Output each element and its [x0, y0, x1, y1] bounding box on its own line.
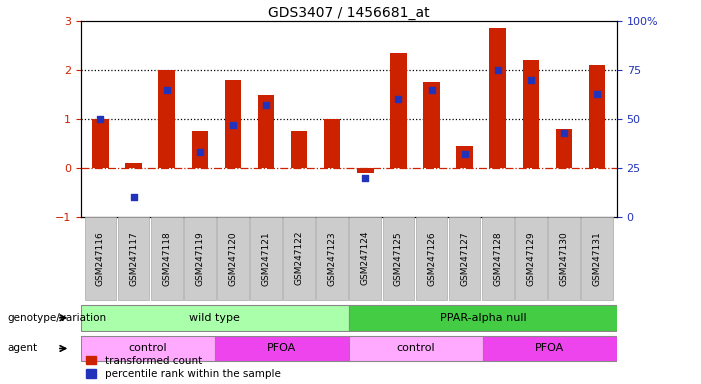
Point: [525, 77, 536, 83]
Bar: [93, 119, 109, 168]
Point: [393, 96, 404, 103]
Bar: [548, 217, 580, 300]
Bar: [456, 146, 473, 168]
Text: GSM247128: GSM247128: [494, 231, 502, 286]
Bar: [184, 217, 216, 300]
Bar: [390, 53, 407, 168]
Bar: [85, 217, 116, 300]
Text: GSM247124: GSM247124: [361, 231, 370, 285]
Bar: [589, 65, 605, 168]
Text: GSM247121: GSM247121: [261, 231, 271, 286]
Point: [360, 175, 371, 181]
Bar: [449, 217, 480, 300]
Bar: [357, 168, 374, 173]
Text: genotype/variation: genotype/variation: [7, 313, 106, 323]
Point: [294, 10, 305, 17]
Point: [492, 67, 503, 73]
Text: GSM247123: GSM247123: [327, 231, 336, 286]
Bar: [324, 119, 341, 168]
Bar: [81, 305, 349, 331]
Text: wild type: wild type: [189, 313, 240, 323]
Bar: [483, 336, 617, 361]
Bar: [258, 94, 274, 168]
Bar: [81, 336, 215, 361]
Bar: [482, 217, 514, 300]
Point: [459, 151, 470, 157]
Point: [260, 102, 271, 108]
Bar: [423, 82, 440, 168]
Text: GSM247126: GSM247126: [427, 231, 436, 286]
Point: [128, 194, 139, 200]
Bar: [581, 217, 613, 300]
Point: [426, 87, 437, 93]
Text: GSM247129: GSM247129: [526, 231, 536, 286]
Title: GDS3407 / 1456681_at: GDS3407 / 1456681_at: [268, 6, 430, 20]
Bar: [250, 217, 282, 300]
Bar: [283, 217, 315, 300]
Point: [558, 130, 569, 136]
Point: [161, 87, 172, 93]
Bar: [349, 336, 483, 361]
Bar: [383, 217, 414, 300]
Bar: [215, 336, 349, 361]
Text: GSM247131: GSM247131: [592, 231, 601, 286]
Text: GSM247125: GSM247125: [394, 231, 403, 286]
Bar: [522, 60, 539, 168]
Bar: [217, 217, 249, 300]
Bar: [158, 70, 175, 168]
Bar: [151, 217, 182, 300]
Bar: [224, 80, 241, 168]
Bar: [489, 28, 506, 168]
Bar: [349, 305, 617, 331]
Text: GSM247122: GSM247122: [294, 231, 304, 285]
Text: agent: agent: [7, 343, 37, 354]
Bar: [349, 217, 381, 300]
Text: GSM247118: GSM247118: [162, 231, 171, 286]
Bar: [118, 217, 149, 300]
Legend: transformed count, percentile rank within the sample: transformed count, percentile rank withi…: [86, 356, 280, 379]
Text: GSM247127: GSM247127: [460, 231, 469, 286]
Bar: [316, 217, 348, 300]
Bar: [191, 131, 208, 168]
Text: GSM247120: GSM247120: [229, 231, 238, 286]
Point: [95, 116, 106, 122]
Bar: [416, 217, 447, 300]
Text: GSM247116: GSM247116: [96, 231, 105, 286]
Text: GSM247117: GSM247117: [129, 231, 138, 286]
Bar: [291, 131, 307, 168]
Text: GSM247130: GSM247130: [559, 231, 569, 286]
Text: PFOA: PFOA: [536, 343, 564, 354]
Bar: [515, 217, 547, 300]
Text: control: control: [397, 343, 435, 354]
Text: GSM247119: GSM247119: [196, 231, 204, 286]
Text: PFOA: PFOA: [267, 343, 297, 354]
Point: [227, 122, 238, 128]
Bar: [125, 163, 142, 168]
Text: PPAR-alpha null: PPAR-alpha null: [440, 313, 526, 323]
Text: control: control: [128, 343, 167, 354]
Bar: [556, 129, 572, 168]
Point: [194, 149, 205, 156]
Point: [592, 91, 603, 97]
